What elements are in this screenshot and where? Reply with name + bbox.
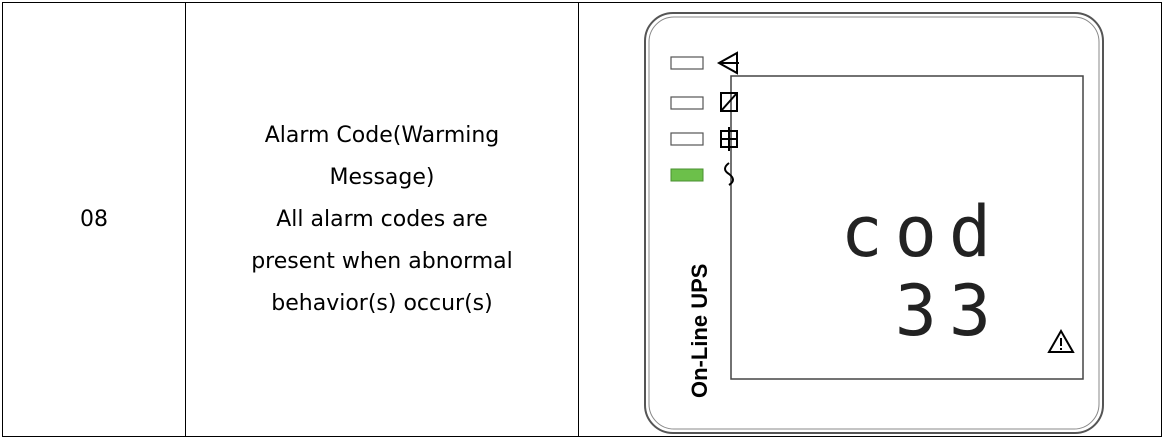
code: 08: [80, 207, 108, 232]
lcd-text: cod: [841, 191, 1003, 273]
description-cell: Alarm Code(Warming Message) All alarm co…: [185, 2, 579, 437]
description-line: Message): [329, 164, 435, 190]
description-line: All alarm codes are: [276, 206, 488, 232]
led: [670, 56, 704, 70]
panel-cell: On-Line UPS cod 33: [578, 2, 1162, 437]
led-on: [670, 168, 704, 182]
lcd-screen: [730, 75, 1084, 380]
bypass-icon-slash: [720, 92, 738, 112]
led: [670, 132, 704, 146]
battery-icon-mark: [721, 127, 737, 151]
description-line: behavior(s) occur(s): [271, 290, 493, 316]
ac-icon: [724, 162, 734, 186]
icons: [716, 51, 739, 186]
panel-outer: [644, 12, 1104, 434]
lcd-text: 33: [895, 270, 1003, 352]
panel-inner: [648, 16, 1100, 430]
led-group: [670, 56, 704, 146]
led: [670, 96, 704, 110]
code-cell: 08: [2, 2, 186, 437]
description-line: present when abnormal: [251, 248, 513, 274]
warning-icon: [1047, 328, 1075, 353]
bypass-icon: [720, 92, 738, 112]
ups-panel: On-Line UPS cod 33: [644, 12, 1104, 434]
description-line: Alarm Code(Warming: [264, 122, 500, 148]
fault-icon: [716, 51, 739, 75]
brand-label: On-Line UPS: [687, 264, 712, 398]
